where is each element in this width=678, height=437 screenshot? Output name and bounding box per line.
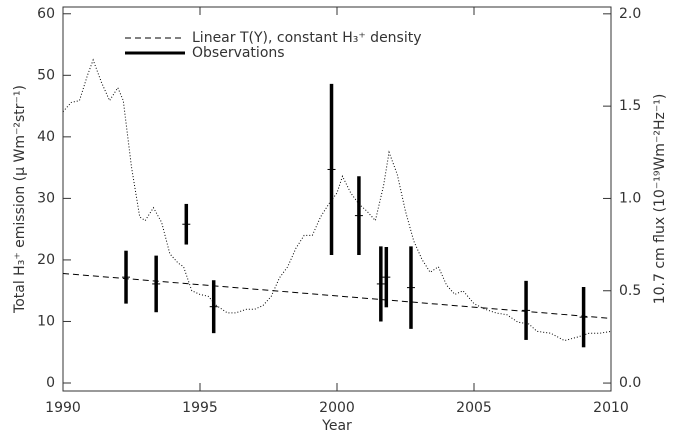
y-tick-label: 50 [37, 67, 55, 83]
y2-tick-label: 0.5 [619, 283, 641, 299]
x-tick-label: 2010 [593, 400, 629, 416]
plot-frame [62, 6, 612, 392]
legend-label: Observations [192, 45, 285, 61]
y-tick-label: 20 [37, 252, 55, 268]
dashed-line [62, 272, 612, 319]
y-axis-label: Total H₃⁺ emission (μ Wm⁻²str⁻¹) [12, 85, 28, 314]
x-tick-label: 2005 [456, 400, 492, 416]
x-tick-label: 2000 [319, 400, 355, 416]
y2-tick-label: 1.0 [619, 190, 641, 206]
y-tick-label: 0 [46, 375, 55, 391]
y-tick-label: 60 [37, 6, 55, 22]
x-tick-label: 1990 [45, 400, 81, 416]
y2-tick-label: 2.0 [619, 6, 641, 22]
y2-tick-label: 1.5 [619, 98, 641, 114]
y-tick-label: 40 [37, 129, 55, 145]
x-tick-label: 1995 [182, 400, 218, 416]
y-tick-label: 10 [37, 313, 55, 329]
y2-axis-label: 10.7 cm flux (10⁻¹⁹Wm⁻²Hz⁻¹) [652, 94, 668, 305]
legend-label: Linear T(Y), constant H₃⁺ density [192, 30, 422, 46]
x-axis-label: Year [321, 418, 352, 434]
y-tick-label: 30 [37, 190, 55, 206]
dotted-line [62, 58, 612, 342]
y2-tick-label: 0.0 [619, 375, 641, 391]
